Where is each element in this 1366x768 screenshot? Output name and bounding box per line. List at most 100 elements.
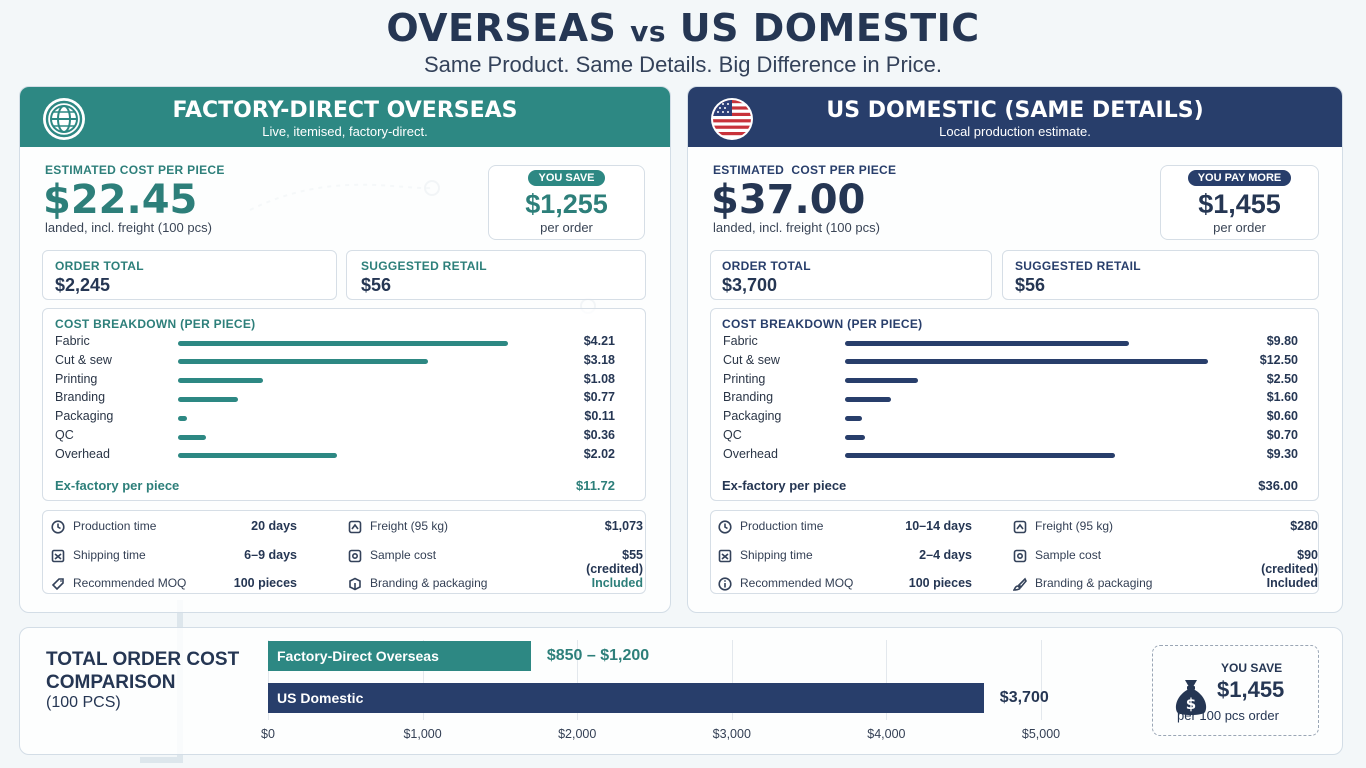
comparison-panel: TOTAL ORDER COST COMPARISON (100 PCS) $0… bbox=[19, 627, 1343, 755]
comparison-title: TOTAL ORDER COST COMPARISON bbox=[46, 649, 240, 693]
breakdown-bar bbox=[845, 396, 892, 402]
order-total-value: $2,245 bbox=[55, 275, 111, 295]
detail-label: Freight (95 kg) bbox=[370, 519, 449, 533]
overseas-panel: FACTORY-DIRECT OVERSEAS Live, itemised, … bbox=[19, 86, 671, 613]
details-card: Production time 10–14 days Freight (95 kg)… bbox=[710, 510, 1319, 594]
breakdown-bar bbox=[845, 434, 866, 440]
info-icon bbox=[718, 577, 732, 591]
breakdown-bar bbox=[845, 378, 918, 384]
domestic-header: US DOMESTIC (SAME DETAILS) Local product… bbox=[688, 87, 1342, 147]
breakdown-amount: $1.60 bbox=[1266, 390, 1298, 405]
breakdown-bar bbox=[178, 340, 509, 346]
breakdown-amount: $0.11 bbox=[584, 409, 615, 424]
breakdown-amount: $1.08 bbox=[583, 371, 615, 386]
save-note: per order bbox=[540, 220, 593, 235]
exfactory-label: Ex-factory per piece bbox=[722, 478, 847, 493]
page-subtitle: Same Product. Same Details. Big Differen… bbox=[423, 52, 943, 77]
comparison-tick-label: $4,000 bbox=[867, 727, 906, 741]
comparison-value-label: $3,700 bbox=[999, 689, 1049, 706]
breakdown-name: Cut & sew bbox=[723, 352, 780, 367]
you-save-box: $ YOU SAVE $1,455 per 100 pcs order bbox=[1152, 645, 1319, 736]
detail-value: $280 bbox=[1290, 519, 1318, 533]
comparison-bar-label: Factory-Direct Overseas bbox=[277, 648, 439, 664]
detail-label: Shipping time bbox=[73, 547, 146, 562]
breakdown-name: Printing bbox=[723, 371, 766, 386]
detail-label: Shipping time bbox=[740, 547, 813, 562]
cost-note: landed, incl. freight (100 pcs) bbox=[713, 220, 880, 235]
breakdown-name: Overhead bbox=[723, 446, 778, 461]
breakdown-bar bbox=[845, 453, 1115, 459]
detail-label: Production time bbox=[740, 519, 824, 533]
money-bag-icon: $ bbox=[1175, 680, 1207, 715]
save-badge: YOU SAVE bbox=[528, 170, 605, 186]
exfactory-value: $11.72 bbox=[575, 478, 615, 493]
clock-icon bbox=[51, 520, 65, 534]
detail-value: 2–4 days bbox=[919, 547, 972, 562]
detail-label: Recommended MOQ bbox=[73, 576, 187, 590]
cost-value: $37.00 bbox=[711, 177, 866, 223]
detail-label: Branding & packaging bbox=[370, 576, 488, 590]
comparison-gridline bbox=[731, 640, 733, 720]
breakdown-bar bbox=[845, 359, 1208, 365]
domestic-panel: US DOMESTIC (SAME DETAILS) Local product… bbox=[687, 86, 1343, 613]
breakdown-name: Packaging bbox=[723, 409, 782, 424]
comparison-tick-label: $2,000 bbox=[558, 727, 597, 741]
breakdown-name: QC bbox=[55, 428, 74, 442]
you-save-note: per 100 pcs order bbox=[1177, 708, 1279, 723]
order-total-label: ORDER TOTAL bbox=[55, 259, 144, 273]
comparison-subtitle: (100 PCS) bbox=[46, 694, 121, 711]
you-save-amount: $1,455 bbox=[1217, 677, 1285, 702]
breakdown-name: Printing bbox=[55, 371, 98, 386]
pay-more-box: YOU PAY MORE $1,455 per order bbox=[1160, 165, 1319, 240]
breakdown-bar bbox=[178, 415, 187, 421]
detail-value: 10–14 days bbox=[905, 519, 972, 533]
comparison-bar-label: US Domestic bbox=[277, 690, 364, 706]
breakdown-bar bbox=[178, 396, 239, 402]
order-total-card: ORDER TOTAL $2,245 bbox=[42, 250, 337, 300]
breakdown-name: Overhead bbox=[55, 446, 110, 461]
detail-value: 100 pieces bbox=[908, 576, 972, 590]
detail-label: Branding & packaging bbox=[1035, 576, 1153, 590]
detail-label: Production time bbox=[73, 519, 157, 533]
retail-label: SUGGESTED RETAIL bbox=[1015, 259, 1141, 273]
breakdown-bar bbox=[178, 453, 337, 459]
comparison-gridline bbox=[886, 640, 888, 720]
detail-value: $90 (credited) bbox=[1261, 547, 1319, 576]
comparison-tick-label: $3,000 bbox=[712, 727, 751, 741]
tag-icon bbox=[51, 577, 65, 591]
breakdown-name: Fabric bbox=[723, 334, 758, 348]
comparison-value-label: $850 – $1,200 bbox=[546, 647, 650, 664]
cost-note: landed, incl. freight (100 pcs) bbox=[45, 220, 212, 235]
breakdown-amount: $0.36 bbox=[583, 428, 615, 442]
breakdown-card: COST BREAKDOWN (PER PIECE) Fabric $4.21 Cu… bbox=[42, 308, 646, 501]
breakdown-name: Fabric bbox=[55, 334, 90, 348]
retail-value: $56 bbox=[1015, 275, 1046, 295]
breakdown-name: Cut & sew bbox=[55, 352, 112, 367]
brush-icon bbox=[1012, 577, 1027, 591]
details-card: Production time 20 days Freight (95 kg) $1,… bbox=[42, 510, 646, 594]
cost-label: ESTIMATED COST PER PIECE bbox=[713, 163, 897, 177]
you-save-label: YOU SAVE bbox=[1221, 661, 1283, 675]
save-box: YOU SAVE $1,255 per order bbox=[488, 165, 645, 240]
breakdown-amount: $2.50 bbox=[1266, 371, 1298, 386]
overseas-header: FACTORY-DIRECT OVERSEAS Live, itemised, … bbox=[20, 87, 670, 147]
order-total-value: $3,700 bbox=[722, 275, 778, 295]
shipping-icon bbox=[718, 549, 732, 563]
breakdown-amount: $4.21 bbox=[583, 334, 615, 348]
retail-label: SUGGESTED RETAIL bbox=[361, 259, 487, 273]
breakdown-amount: $3.18 bbox=[583, 352, 615, 367]
freight-icon bbox=[1013, 520, 1027, 534]
detail-value: $1,073 bbox=[604, 519, 643, 533]
breakdown-name: Branding bbox=[55, 390, 106, 405]
breakdown-amount: $12.50 bbox=[1259, 352, 1298, 367]
comparison-tick-label: $1,000 bbox=[403, 727, 442, 741]
shipping-icon bbox=[51, 549, 65, 563]
breakdown-amount: $0.60 bbox=[1266, 409, 1298, 424]
breakdown-label: COST BREAKDOWN (PER PIECE) bbox=[55, 317, 256, 331]
breakdown-amount: $9.80 bbox=[1266, 334, 1298, 348]
detail-value: Included bbox=[591, 576, 643, 590]
save-amount: $1,255 bbox=[525, 189, 608, 219]
exfactory-value: $36.00 bbox=[1258, 478, 1298, 493]
sample-icon bbox=[348, 549, 362, 563]
breakdown-bar bbox=[845, 415, 863, 421]
